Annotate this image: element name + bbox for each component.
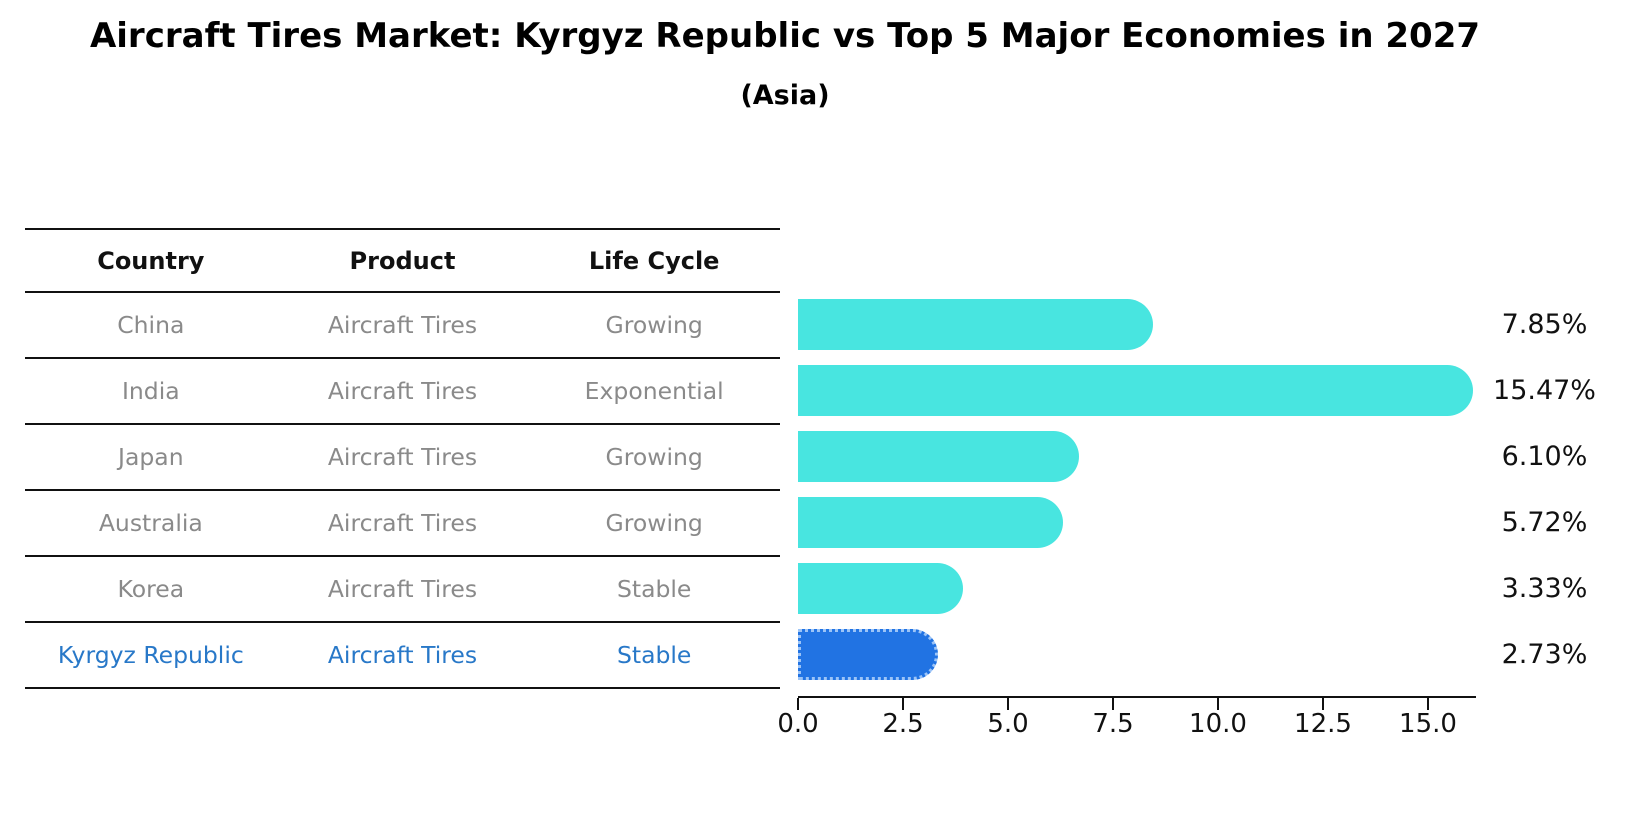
table-row-japan: Japan Aircraft Tires Growing	[25, 425, 780, 491]
bar-korea	[798, 563, 963, 614]
table-row-australia: Australia Aircraft Tires Growing	[25, 491, 780, 557]
country-comparison-table: Country Product Life Cycle China Aircraft…	[25, 228, 780, 689]
country-cell: Japan	[118, 443, 184, 471]
x-tick-label-10.0: 10.0	[1189, 709, 1247, 739]
product-cell: Aircraft Tires	[327, 641, 478, 669]
table-row-india: India Aircraft Tires Exponential	[25, 359, 780, 425]
value-label-china: 7.85%	[1501, 308, 1588, 340]
x-tick-label-7.5: 7.5	[1092, 709, 1134, 739]
x-tick-mark-2.5	[902, 698, 904, 710]
product-cell: Aircraft Tires	[327, 443, 478, 471]
life-cycle-cell: Exponential	[584, 377, 724, 405]
x-tick-mark-0.0	[797, 698, 799, 710]
bar-kyrgyz-republic	[798, 629, 938, 680]
bar-japan	[798, 431, 1079, 482]
product-cell: Aircraft Tires	[327, 575, 478, 603]
x-tick-label-15.0: 15.0	[1399, 709, 1457, 739]
table-row-korea: Korea Aircraft Tires Stable	[25, 557, 780, 623]
column-header-country: Country	[97, 246, 205, 275]
life-cycle-cell: Growing	[605, 311, 703, 339]
bar-china	[798, 299, 1153, 350]
table-header-row: Country Product Life Cycle	[25, 230, 780, 293]
x-tick-label-2.5: 2.5	[882, 709, 924, 739]
column-header-product: Product	[349, 246, 456, 275]
table-row-china: China Aircraft Tires Growing	[25, 293, 780, 359]
x-axis-line	[798, 696, 1476, 698]
bar-india	[798, 365, 1473, 416]
product-cell: Aircraft Tires	[327, 311, 478, 339]
country-cell: Australia	[98, 509, 203, 537]
country-cell: Korea	[117, 575, 185, 603]
product-cell: Aircraft Tires	[327, 509, 478, 537]
x-tick-mark-10.0	[1217, 698, 1219, 710]
table-body: China Aircraft Tires Growing India Aircraft …	[25, 293, 780, 689]
x-tick-label-0.0: 0.0	[777, 709, 819, 739]
value-label-india: 15.47%	[1493, 374, 1596, 406]
column-header-life-cycle: Life Cycle	[588, 246, 720, 275]
x-tick-mark-15.0	[1427, 698, 1429, 710]
x-tick-mark-5.0	[1007, 698, 1009, 710]
x-tick-mark-7.5	[1112, 698, 1114, 710]
x-tick-label-12.5: 12.5	[1294, 709, 1352, 739]
value-label-japan: 6.10%	[1501, 440, 1588, 472]
product-cell: Aircraft Tires	[327, 377, 478, 405]
x-tick-mark-12.5	[1322, 698, 1324, 710]
value-label-australia: 5.72%	[1501, 506, 1588, 538]
value-label-korea: 3.33%	[1501, 572, 1588, 604]
chart-title: Aircraft Tires Market: Kyrgyz Republic v…	[89, 16, 1481, 56]
country-cell: India	[121, 377, 180, 405]
x-tick-label-5.0: 5.0	[987, 709, 1029, 739]
bar-australia	[798, 497, 1063, 548]
country-cell: China	[117, 311, 185, 339]
table-row-kyrgyz-republic: Kyrgyz Republic Aircraft Tires Stable	[25, 623, 780, 689]
value-label-kyrgyz-republic: 2.73%	[1501, 638, 1588, 670]
country-cell: Kyrgyz Republic	[57, 641, 244, 669]
life-cycle-cell: Growing	[605, 443, 703, 471]
life-cycle-cell: Stable	[616, 641, 692, 669]
life-cycle-cell: Growing	[605, 509, 703, 537]
chart-subtitle: (Asia)	[740, 80, 830, 111]
life-cycle-cell: Stable	[616, 575, 692, 603]
